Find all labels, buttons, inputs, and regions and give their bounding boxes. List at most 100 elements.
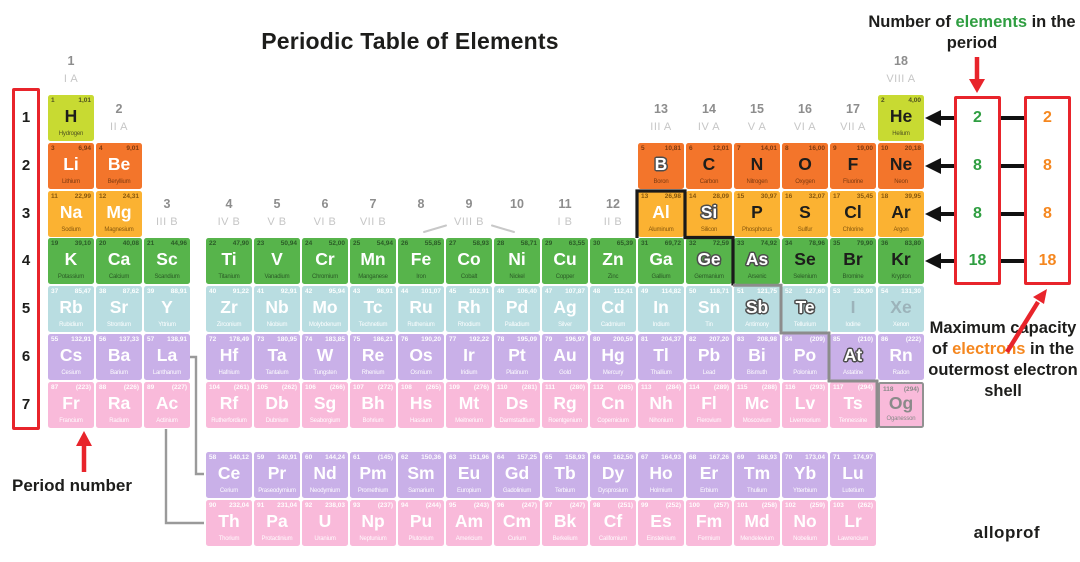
element-name: Francium <box>59 417 83 424</box>
element-name: Neodymium <box>309 488 341 494</box>
element-name: Tellurium <box>793 322 817 329</box>
group-roman-2: II A <box>110 120 128 133</box>
electron-capacity-caption: Maximum capacity of electrons in the out… <box>920 318 1080 402</box>
element-symbol: Hf <box>219 345 239 365</box>
group-roman-16: VI A <box>793 120 817 133</box>
atomic-mass: (265) <box>425 383 441 391</box>
element-name: Oganesson <box>886 415 916 422</box>
element-symbol: Nd <box>313 463 337 483</box>
atomic-mass: 52,00 <box>328 240 345 248</box>
atomic-number: 36 <box>881 240 889 248</box>
element-Lu: 71 174,97 Lu Lutetium <box>830 452 876 498</box>
element-Zn: 30 65,39 Zn Zinc <box>590 238 636 285</box>
atomic-number: 40 <box>209 288 217 296</box>
element-name: Strontium <box>107 322 131 329</box>
element-name: Holmium <box>649 488 673 494</box>
element-name: Bohrium <box>362 417 384 424</box>
atomic-mass: 173,04 <box>805 454 825 461</box>
element-name: Carbon <box>699 178 719 185</box>
element-Ga: 31 69,72 Ga Gallium <box>638 238 684 285</box>
element-name: Rhodium <box>457 322 481 329</box>
atomic-mass: 232,04 <box>229 502 249 509</box>
atomic-mass: 83,80 <box>904 240 921 248</box>
element-Tb: 65 158,93 Tb Terbium <box>542 452 588 498</box>
atomic-number: 66 <box>593 454 601 461</box>
element-symbol: Gd <box>504 463 530 483</box>
element-No: 102 (259) No Nobelium <box>782 500 828 546</box>
element-symbol: Cm <box>502 511 532 531</box>
element-Ar: 18 39,95 Ar Argon <box>878 190 924 237</box>
element-As: 33 74,92 As Arsenic <box>734 238 780 285</box>
element-symbol: Li <box>63 153 79 174</box>
element-name: Mercury <box>602 370 624 376</box>
element-name: Tin <box>705 322 713 329</box>
element-Re: 75 186,21 Re Rhenium <box>350 334 396 380</box>
element-symbol: Db <box>265 392 289 413</box>
atomic-number: 112 <box>593 383 604 391</box>
atomic-number: 44 <box>401 288 409 296</box>
element-symbol: Dy <box>601 463 625 483</box>
element-Al: 13 26,98 Al Aluminum <box>638 190 684 237</box>
element-Ag: 47 107,87 Ag Silver <box>542 286 588 333</box>
element-name: Erbium <box>700 488 718 494</box>
element-Os: 76 190,20 Os Osmium <box>398 334 444 380</box>
element-Mo: 42 95,94 Mo Molybdenum <box>302 286 348 333</box>
atomic-mass: 10,81 <box>664 144 681 152</box>
group-number-6: 6 <box>321 197 329 212</box>
element-name: Vanadium <box>264 274 290 281</box>
element-Zr: 40 91,22 Zr Zirconium <box>206 286 252 333</box>
element-symbol: Lv <box>794 392 816 413</box>
atomic-mass: (281) <box>521 383 537 391</box>
atomic-number: 96 <box>497 502 505 509</box>
element-name: Niobium <box>266 322 288 329</box>
caption-text: Number of <box>868 13 956 31</box>
atomic-mass: 14,01 <box>760 144 777 152</box>
element-symbol: Mn <box>360 249 386 270</box>
atomic-mass: 32,07 <box>808 192 825 200</box>
element-F: 9 19,00 F Fluorine <box>830 142 876 189</box>
atomic-mass: (262) <box>857 502 873 509</box>
element-name: Thulium <box>747 488 767 494</box>
element-Cl: 17 35,45 Cl Chlorine <box>830 190 876 237</box>
element-symbol: Md <box>744 511 770 531</box>
viiib-bracket-right <box>491 224 515 233</box>
element-name: Fluorine <box>842 178 864 185</box>
atomic-mass: 102,91 <box>469 288 489 296</box>
element-name: Fermium <box>697 536 721 542</box>
element-symbol: Tc <box>363 297 383 318</box>
element-name: Beryllium <box>107 178 131 185</box>
group-number-4: 4 <box>225 197 233 212</box>
element-name: Curium <box>507 536 527 542</box>
period-number-1: 1 <box>21 109 31 126</box>
element-symbol: Nh <box>649 392 673 413</box>
atomic-number: 50 <box>689 288 697 296</box>
element-name: Actinium <box>156 417 178 424</box>
atomic-mass: 204,37 <box>661 336 681 343</box>
element-name: Tennessine <box>838 417 868 424</box>
element-symbol: Au <box>553 345 577 365</box>
element-symbol: Pb <box>697 345 721 365</box>
element-name: Technetium <box>358 322 388 329</box>
atomic-mass: 186,21 <box>373 336 393 343</box>
atomic-mass: 162,50 <box>613 454 633 461</box>
element-symbol: Pu <box>409 511 433 531</box>
element-name: Chlorine <box>842 226 864 233</box>
element-name: Platinum <box>506 370 528 376</box>
group-number-2: 2 <box>115 101 123 116</box>
atomic-number: 72 <box>209 336 217 343</box>
element-symbol: Bi <box>748 345 766 365</box>
element-name: Aluminum <box>648 226 674 233</box>
element-symbol: Lr <box>844 511 862 531</box>
element-Pr: 59 140,91 Pr Praseodymium <box>254 452 300 498</box>
element-name: Einsteinium <box>646 536 676 542</box>
atomic-mass: (244) <box>425 502 441 509</box>
atomic-mass: 47,90 <box>232 240 249 248</box>
element-name: Gallium <box>651 274 671 281</box>
atomic-mass: 132,91 <box>71 336 91 343</box>
element-symbol: Hg <box>601 345 625 365</box>
element-Xe: 54 131,30 Xe Xenon <box>878 286 924 333</box>
atomic-number: 11 <box>51 192 58 200</box>
element-name: Bromine <box>842 274 864 281</box>
element-Cd: 48 112,41 Cd Cadmium <box>590 286 636 333</box>
element-name: Thorium <box>218 536 240 542</box>
